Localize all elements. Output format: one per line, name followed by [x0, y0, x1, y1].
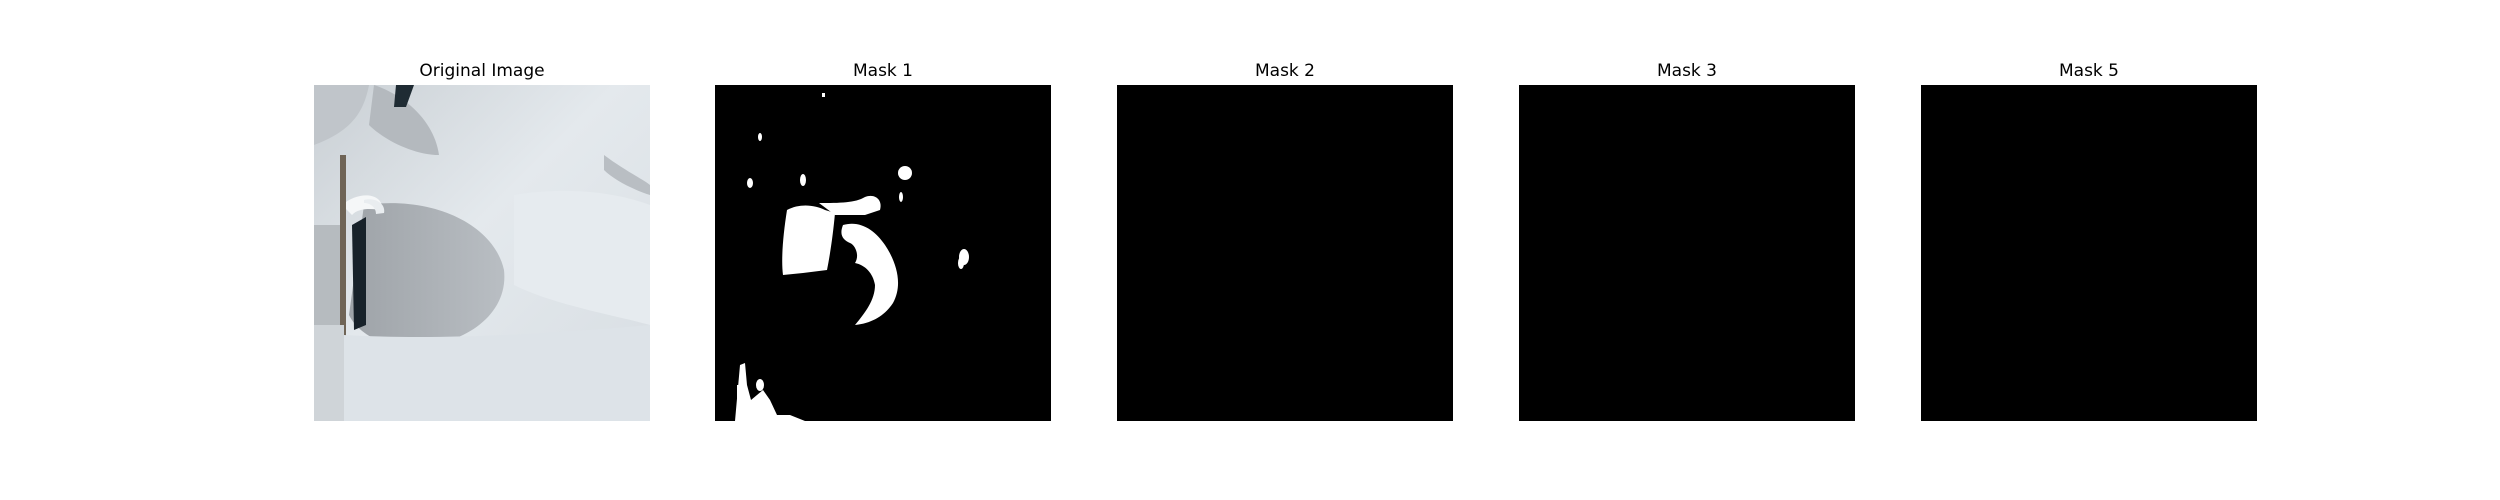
mask-2 [1117, 85, 1453, 421]
mask-3-image [1519, 85, 1855, 421]
panel-title: Mask 2 [1254, 61, 1315, 81]
original-photo [314, 85, 650, 421]
panel-title: Mask 3 [1656, 61, 1717, 81]
mask-3 [1519, 85, 1855, 421]
original-image [314, 85, 650, 421]
mask-5 [1921, 85, 2257, 421]
panel-title: Mask 1 [852, 61, 913, 81]
mask-5-image [1921, 85, 2257, 421]
panel-title: Original Image [419, 61, 545, 81]
mask-1 [715, 85, 1051, 421]
mask-2-image [1117, 85, 1453, 421]
mask-1-image [715, 85, 1051, 421]
panel-title: Mask 5 [2058, 61, 2119, 81]
